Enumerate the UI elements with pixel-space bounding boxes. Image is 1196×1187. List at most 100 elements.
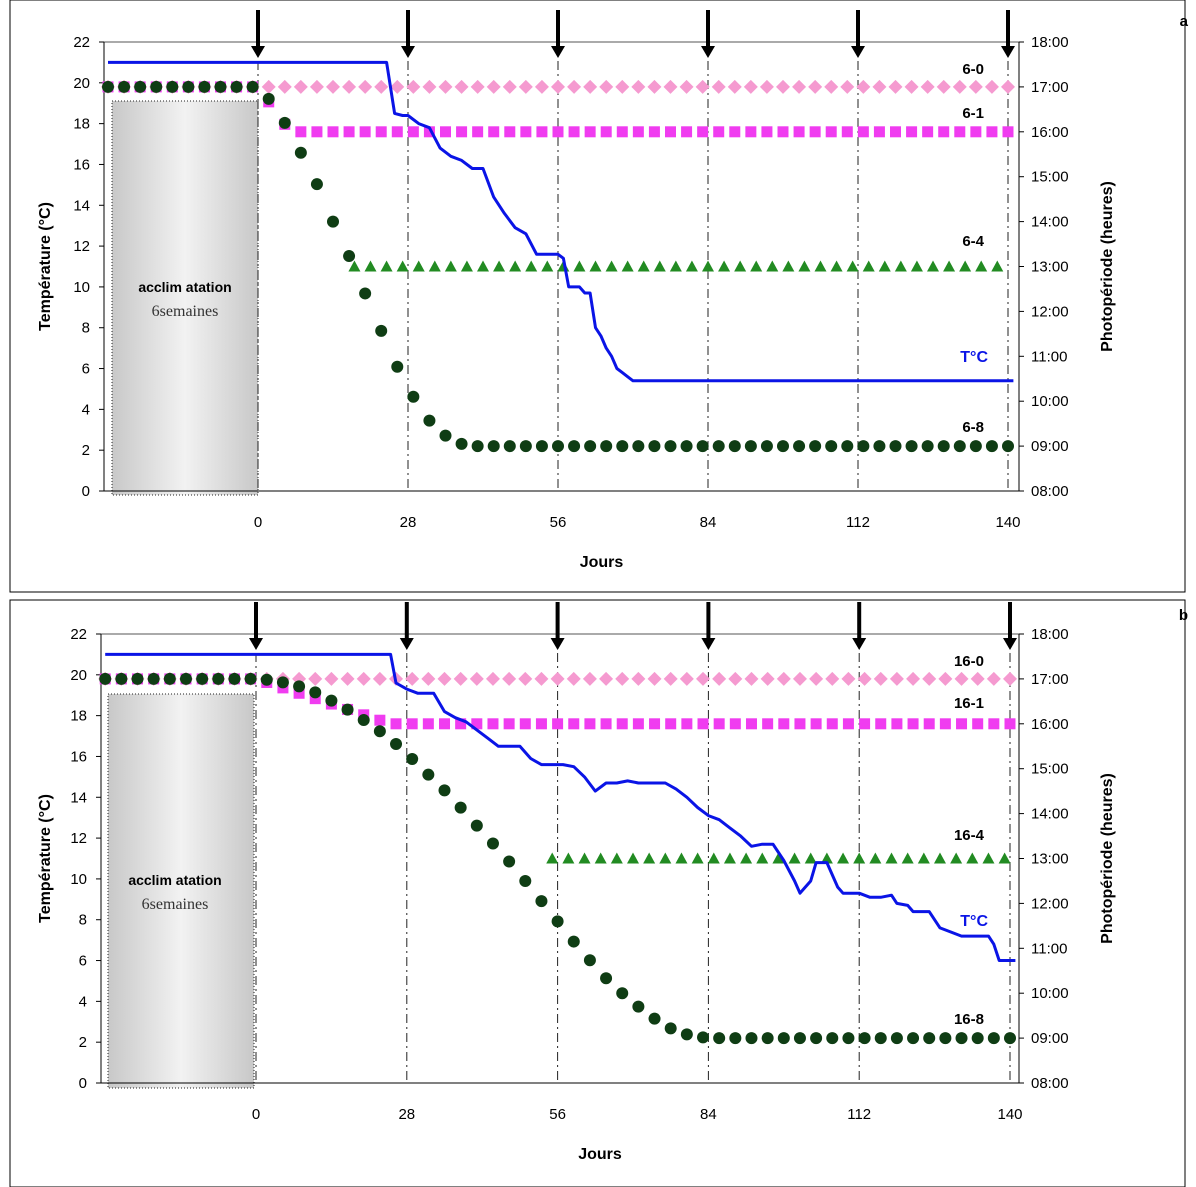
square-marker — [407, 126, 419, 138]
square-marker — [923, 718, 935, 730]
y2-tick-label: 18:00 — [1031, 626, 1069, 643]
circle-marker — [744, 440, 757, 453]
circle-marker — [728, 440, 741, 453]
diamond-marker — [308, 671, 323, 686]
acclimation-label: acclim atation — [128, 872, 221, 888]
triangle-marker — [428, 260, 441, 272]
circle-marker — [987, 1032, 1000, 1045]
triangle-marker — [966, 852, 979, 864]
diamond-marker — [485, 671, 500, 686]
triangle-marker — [998, 852, 1011, 864]
circle-marker — [583, 954, 596, 967]
square-marker — [972, 718, 984, 730]
triangle-marker — [412, 260, 425, 272]
square-marker — [455, 718, 467, 730]
diamond-marker — [856, 79, 871, 94]
square-marker — [1002, 126, 1014, 138]
circle-marker — [826, 1032, 839, 1045]
y2-tick-label: 12:00 — [1031, 895, 1069, 912]
circle-marker — [470, 819, 483, 832]
diamond-marker — [952, 79, 967, 94]
square-marker — [535, 718, 547, 730]
triangle-marker — [546, 852, 559, 864]
triangle-marker — [782, 260, 795, 272]
y-tick-label: 14 — [73, 197, 90, 214]
square-marker — [745, 718, 757, 730]
y2-tick-label: 08:00 — [1031, 1075, 1069, 1092]
circle-marker — [616, 440, 629, 453]
x-tick-label: 0 — [252, 1106, 260, 1123]
square-marker — [729, 718, 741, 730]
square-marker — [841, 126, 853, 138]
triangle-marker — [477, 260, 489, 272]
triangle-marker — [541, 260, 554, 272]
circle-marker — [535, 895, 548, 908]
diamond-marker — [582, 671, 597, 686]
circle-marker — [939, 1032, 952, 1045]
square-marker — [825, 126, 837, 138]
sampling-arrow-head — [401, 46, 415, 58]
diamond-marker — [647, 79, 662, 94]
y2-tick-label: 15:00 — [1031, 169, 1069, 186]
circle-marker — [375, 324, 388, 337]
diamond-marker — [954, 671, 969, 686]
circle-marker — [971, 1032, 984, 1045]
square-marker — [327, 126, 339, 138]
diamond-marker — [776, 79, 790, 94]
y-tick-label: 20 — [70, 667, 87, 684]
circle-marker — [438, 784, 451, 797]
diamond-marker — [599, 671, 614, 686]
y2-tick-label: 11:00 — [1031, 348, 1067, 365]
triangle-marker — [643, 852, 656, 864]
triangle-marker — [788, 852, 801, 864]
diamond-marker — [551, 79, 565, 94]
circle-marker — [327, 215, 339, 228]
triangle-marker — [943, 260, 956, 272]
square-marker — [488, 126, 500, 138]
acclimation-duration: 6semaines — [142, 896, 209, 913]
square-marker — [568, 718, 580, 730]
square-marker — [986, 126, 998, 138]
series-label-T°C: T°C — [960, 349, 988, 366]
circle-marker — [680, 440, 693, 453]
y2-tick-label: 08:00 — [1031, 483, 1069, 500]
series-label-16-4: 16-4 — [954, 827, 985, 844]
y2-axis-title: Photopériode (heures) — [1099, 773, 1116, 944]
y-tick-label: 8 — [82, 320, 90, 337]
square-marker — [729, 126, 741, 138]
square-marker — [745, 126, 757, 138]
square-marker — [568, 126, 580, 138]
temperature-line — [108, 60, 1014, 383]
panel-letter: b — [1179, 607, 1188, 624]
diamond-marker — [743, 79, 758, 94]
circle-marker — [905, 440, 918, 453]
diamond-marker — [759, 79, 774, 94]
triangle-marker — [862, 260, 875, 272]
sampling-arrow-head — [251, 46, 265, 58]
diamond-marker — [599, 79, 614, 94]
circle-marker — [713, 1032, 726, 1045]
square-marker — [778, 718, 790, 730]
square-marker — [810, 718, 822, 730]
diamond-marker — [406, 79, 421, 94]
circle-marker — [519, 874, 532, 887]
circle-marker — [874, 1032, 887, 1045]
triangle-marker — [766, 260, 779, 272]
x-tick-label: 112 — [847, 1106, 871, 1123]
circle-marker — [179, 672, 192, 685]
circle-marker — [760, 440, 773, 453]
square-marker — [422, 718, 434, 730]
circle-marker — [150, 80, 163, 93]
triangle-marker — [396, 260, 409, 272]
triangle-marker — [837, 852, 850, 864]
circle-marker — [937, 440, 950, 453]
square-marker — [390, 718, 402, 730]
square-marker — [842, 718, 854, 730]
circle-marker — [309, 686, 322, 699]
diamond-marker — [518, 79, 533, 94]
diamond-marker — [663, 79, 678, 94]
diamond-marker — [534, 671, 549, 686]
triangle-marker — [750, 260, 763, 272]
diamond-marker — [936, 79, 951, 94]
series-label-16-0: 16-0 — [954, 653, 984, 670]
